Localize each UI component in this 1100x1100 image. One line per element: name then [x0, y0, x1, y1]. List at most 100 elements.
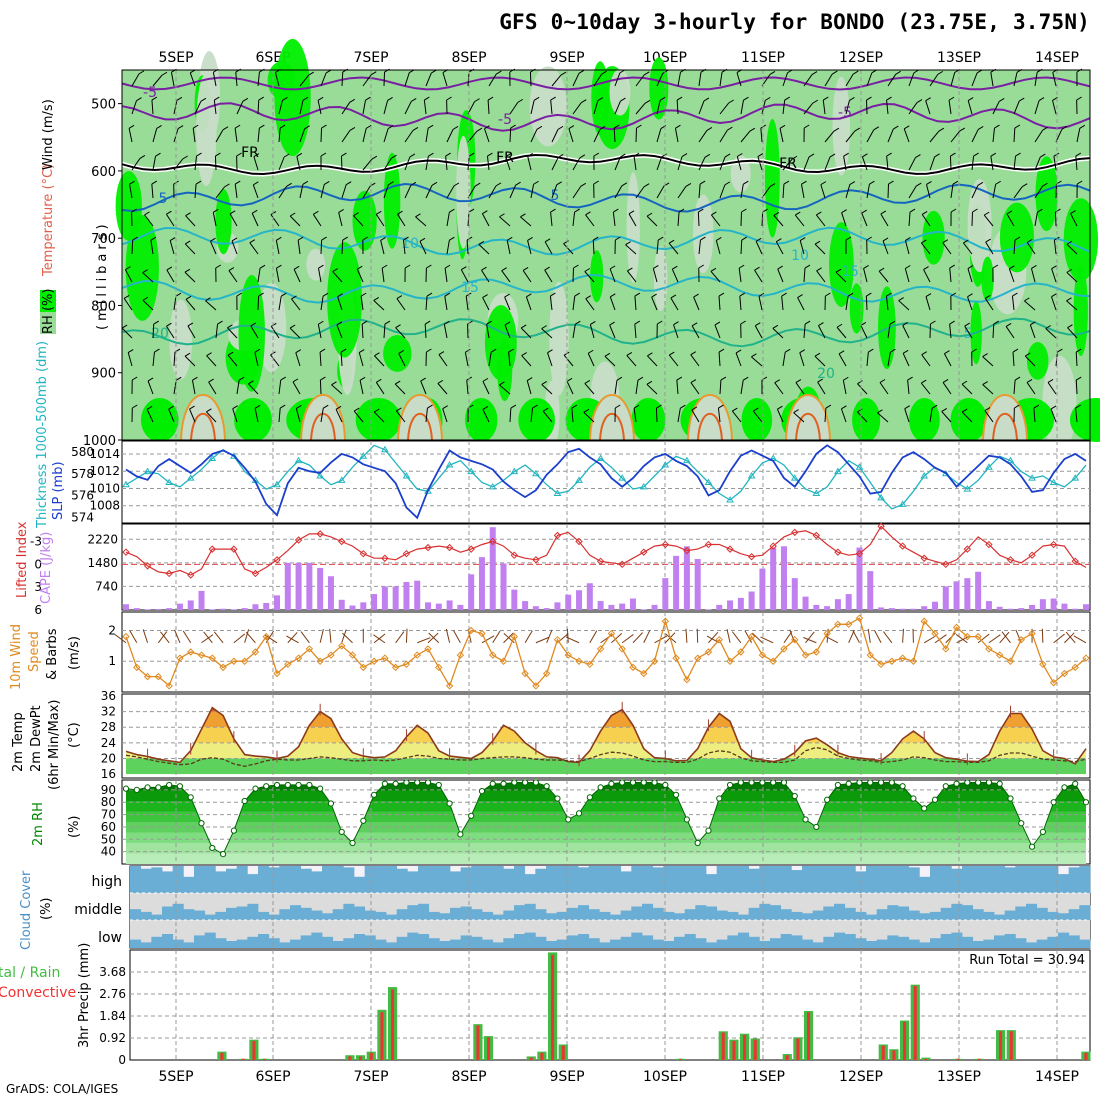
wind-barb: [782, 72, 788, 87]
wind-barb-flag: [737, 153, 743, 157]
cape-bar: [1007, 608, 1014, 610]
cloud-cover-low: [578, 934, 590, 948]
wind-barb: [152, 352, 155, 367]
cloud-cover-high: [386, 866, 398, 893]
wind-barb-flag: [296, 405, 302, 409]
cloud-cover-high: [1047, 866, 1059, 893]
wind-barb-flag: [877, 409, 883, 414]
wind-barb-flag: [396, 295, 403, 300]
wind-barb: [693, 296, 700, 311]
wind-barb-flag: [676, 376, 683, 381]
thickness-marker: [553, 489, 562, 496]
wind-barb-flag: [482, 405, 489, 410]
date-label-top: 10SEP: [643, 50, 687, 66]
li-tick-label: 6: [34, 603, 42, 617]
wind-barb: [509, 407, 512, 423]
wind-barb-flag: [604, 352, 611, 357]
cape-bar: [824, 606, 831, 610]
cloud-cover-high: [994, 866, 1006, 893]
wind-barb-flag: [322, 292, 329, 297]
date-label-top: 13SEP: [937, 50, 981, 66]
wind-barb-flag: [478, 240, 485, 245]
wind-barb-flag: [192, 376, 198, 381]
rh2m-marker: [770, 779, 777, 786]
cloud-cover-high: [898, 866, 910, 893]
precip-panel: 00.921.842.763.68 tal / Rain Convective …: [0, 943, 1091, 1067]
wind-barb-flag: [718, 404, 724, 409]
wind-barb-flag: [755, 322, 761, 327]
wind-barb-flag: [192, 124, 199, 129]
wind-barb-flag: [253, 181, 259, 186]
wind-barb: [335, 409, 343, 423]
cloud-cover-middle: [983, 911, 995, 920]
wind-barb: [887, 352, 891, 367]
wind-barb-flag: [419, 237, 426, 242]
rh2m-marker: [780, 779, 788, 786]
cloud-label-low: low: [98, 930, 122, 946]
li-marker: [187, 571, 195, 579]
li-marker: [791, 528, 799, 537]
wind-barb: [251, 213, 259, 227]
rh2m-marker: [166, 781, 173, 789]
wind-barb-flag: [151, 180, 158, 185]
wind-barb: [990, 156, 994, 171]
wind-barb-flag: [527, 152, 533, 157]
cape-bar: [263, 602, 270, 610]
wind-barb-flag: [468, 152, 475, 157]
wind-barb-flag: [279, 124, 286, 129]
wind-barb-flag: [585, 295, 592, 300]
cloud-cover-low: [418, 934, 430, 948]
wind-barb: [208, 381, 217, 395]
wind10m-speed-label: Speed: [27, 631, 42, 672]
wind-barb-flag: [349, 127, 356, 131]
wind-barb-flag: [166, 266, 173, 271]
wind-barb-flag: [217, 320, 223, 325]
cape-bar: [327, 576, 334, 610]
cloud-cover-middle: [226, 907, 238, 920]
wind-barb: [612, 212, 616, 227]
wind10m-marker: [758, 651, 767, 659]
wind-barb: [229, 213, 238, 227]
wind-barb-flag: [633, 404, 640, 409]
rh2m-marker: [338, 828, 345, 835]
wind-barb-flag: [711, 211, 717, 216]
cape-bar: [284, 562, 291, 610]
wind-barb-flag: [1066, 268, 1073, 273]
wind-barb: [754, 269, 763, 283]
wind10m-marker: [208, 654, 216, 662]
wind10m-barb: [524, 630, 533, 644]
wind-barb-flag: [886, 292, 892, 297]
temp2m-tick-label: 24: [101, 736, 116, 750]
cape-bar: [349, 605, 356, 610]
wind-barb-flag: [536, 125, 543, 130]
wind-barb-flag: [1026, 238, 1033, 243]
wind-barb-flag: [621, 182, 628, 187]
wind10m-marker: [844, 620, 853, 629]
wind10m-marker: [801, 651, 810, 659]
wind10m-marker: [510, 632, 519, 641]
wind-barb: [165, 213, 175, 227]
wind-barb: [331, 384, 343, 395]
wind-barb-flag: [420, 377, 426, 382]
wind-barb-flag: [374, 352, 380, 357]
wind-barb: [865, 295, 868, 311]
wind-barb-flag: [541, 381, 547, 385]
wind-barb: [967, 100, 973, 115]
rh-low-patch: [653, 245, 668, 312]
cloud-cover-middle: [204, 914, 216, 920]
wind10m-marker: [251, 648, 260, 656]
date-label-top: 9SEP: [549, 50, 584, 66]
wind10m-barb: [319, 629, 324, 643]
wind10m-ylabel: 10m Wind: [9, 624, 24, 690]
wind-barb: [677, 72, 681, 87]
cape-bar: [996, 606, 1003, 610]
cloud-cover-low: [482, 939, 494, 948]
wind-barb-flag: [1047, 379, 1054, 383]
wind-barb-flag: [280, 376, 287, 381]
li-marker: [963, 545, 972, 553]
cloud-cover-middle: [588, 909, 600, 920]
wind-barb-flag: [185, 295, 192, 300]
precip-conv-bar: [913, 985, 917, 1060]
wind-barb-flag: [376, 378, 382, 383]
wind-barb-flag: [1042, 182, 1048, 187]
